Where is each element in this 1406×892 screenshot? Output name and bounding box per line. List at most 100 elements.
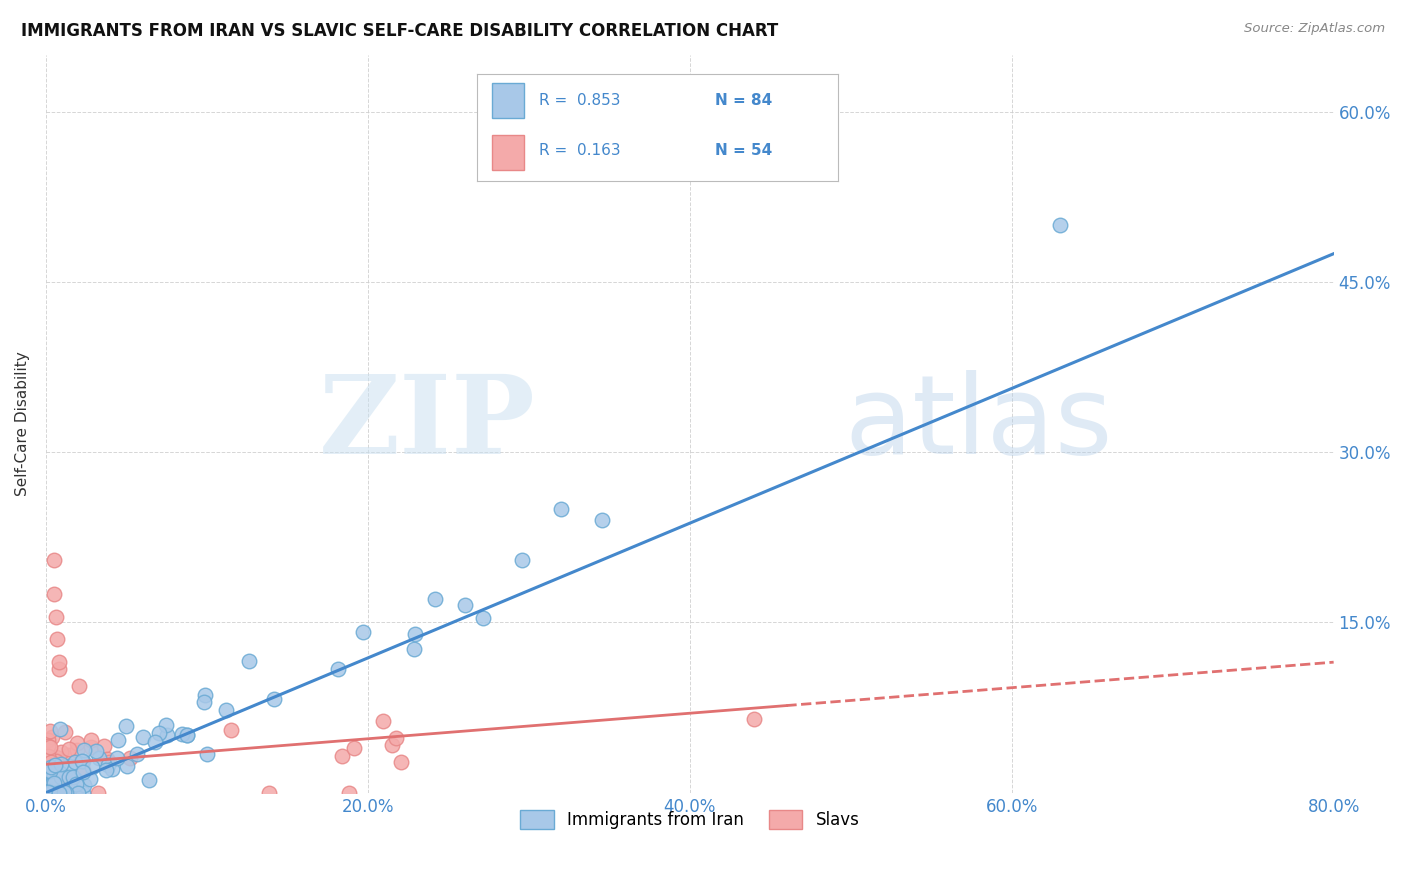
Point (48, 786, 70, 800)
Point (148, 726, 170, 740)
Point (53, 786, 76, 800)
Point (45, 609, 67, 624)
Point (39, 764, 62, 778)
Point (55, 786, 77, 800)
Point (454, 599, 477, 613)
Point (53, 724, 76, 739)
Point (42, 587, 65, 601)
Point (337, 786, 360, 800)
Point (49, 765, 72, 780)
Point (52, 780, 75, 795)
Point (67, 679, 90, 693)
Point (94, 763, 117, 777)
Point (60, 779, 83, 793)
Point (38, 786, 60, 800)
Point (156, 728, 179, 742)
Point (343, 741, 366, 756)
Point (131, 730, 153, 744)
Point (742, 712, 765, 726)
Point (93, 739, 115, 754)
Point (380, 738, 402, 752)
Point (38, 739, 60, 754)
Point (56, 747, 79, 762)
Point (1049, 219, 1071, 233)
Point (86, 786, 108, 800)
Point (39, 777, 62, 791)
Point (37, 786, 59, 800)
Point (59, 772, 82, 787)
Point (58, 770, 80, 784)
Point (49, 771, 72, 785)
Point (44, 757, 66, 772)
Point (37, 786, 59, 800)
Point (63, 755, 86, 769)
Point (65, 777, 87, 791)
Point (37, 732, 59, 747)
Point (115, 759, 138, 773)
Point (39, 755, 62, 769)
Point (37, 786, 59, 800)
Text: ZIP: ZIP (319, 370, 536, 477)
Point (215, 703, 238, 717)
Point (51, 786, 73, 800)
Point (37, 739, 59, 753)
Point (155, 718, 177, 732)
Point (42, 786, 65, 800)
Point (471, 611, 494, 625)
Point (37, 784, 59, 798)
Point (72, 754, 94, 768)
Point (193, 696, 215, 710)
Point (45, 786, 67, 800)
Point (143, 735, 166, 749)
Point (101, 763, 124, 777)
Point (39, 760, 62, 774)
Point (65, 786, 87, 800)
Point (219, 723, 242, 738)
Point (52, 785, 75, 799)
Text: IMMIGRANTS FROM IRAN VS SLAVIC SELF-CARE DISABILITY CORRELATION CHART: IMMIGRANTS FROM IRAN VS SLAVIC SELF-CARE… (21, 22, 779, 40)
Point (96, 752, 118, 766)
Point (44, 776, 66, 790)
Point (42, 767, 65, 781)
Point (49, 786, 72, 800)
Point (115, 719, 138, 733)
Point (48, 655, 70, 669)
Point (70, 754, 93, 768)
Point (44, 786, 66, 800)
Point (176, 728, 198, 742)
Point (58, 782, 80, 797)
Point (49, 722, 72, 736)
Point (79, 772, 101, 786)
Point (80, 733, 103, 747)
Point (48, 786, 70, 800)
Point (46, 632, 69, 647)
Legend: Immigrants from Iran, Slavs: Immigrants from Iran, Slavs (513, 804, 866, 836)
Point (48, 662, 70, 676)
Point (97, 758, 120, 772)
Point (42, 768, 65, 782)
Point (65, 736, 87, 750)
Point (510, 552, 533, 566)
Point (72, 777, 94, 791)
Point (385, 731, 408, 745)
Point (41, 730, 63, 744)
Y-axis label: Self-Care Disability: Self-Care Disability (15, 351, 30, 496)
Point (53, 786, 76, 800)
Point (45, 785, 67, 799)
Point (38, 786, 60, 800)
Point (45, 750, 67, 764)
Point (65, 773, 87, 788)
Point (39, 723, 62, 738)
Point (41, 777, 63, 791)
Point (37, 749, 59, 764)
Point (72, 786, 94, 800)
Point (591, 513, 613, 527)
Point (84, 744, 107, 758)
Point (138, 773, 160, 788)
Text: Source: ZipAtlas.com: Source: ZipAtlas.com (1244, 22, 1385, 36)
Point (352, 624, 374, 639)
Point (49, 745, 72, 759)
Point (195, 747, 218, 761)
Point (82, 760, 104, 774)
Point (550, 502, 572, 516)
